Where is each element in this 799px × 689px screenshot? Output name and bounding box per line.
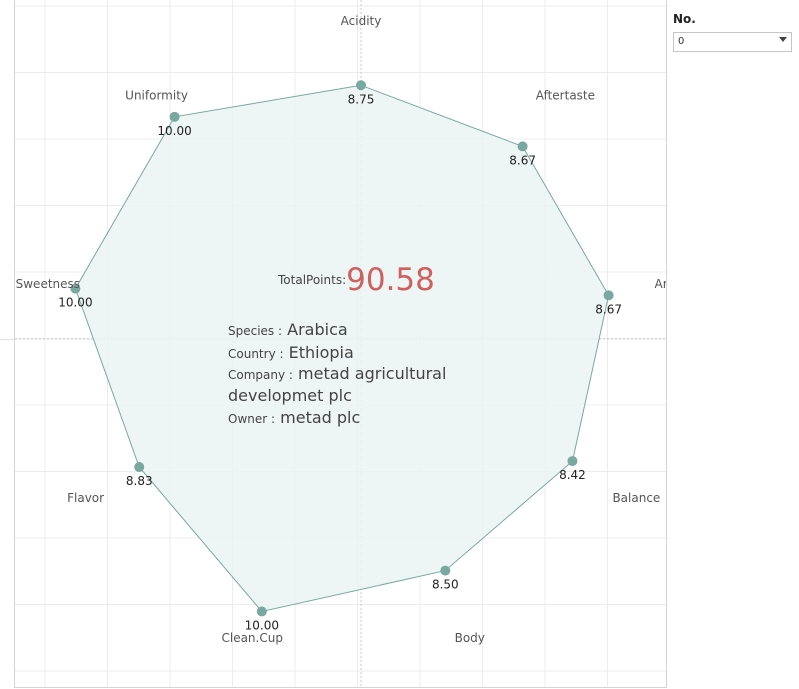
value-label-balance: 8.42 (559, 468, 586, 482)
data-point-sweetness (70, 283, 81, 294)
value-label-clean-cup: 10.00 (245, 619, 279, 633)
species-value: Arabica (287, 320, 348, 339)
filter-title: No. (673, 12, 696, 26)
axis-labels: Acidity Aftertaste Aroma Balance Body Clean.C… (16, 14, 666, 645)
value-label-aroma: 8.67 (595, 302, 622, 316)
series-area (74, 84, 610, 613)
axis-label-aftertaste: Aftertaste (536, 88, 595, 102)
data-point-body (440, 565, 451, 576)
value-label-sweetness: 10.00 (58, 296, 92, 310)
data-point-clean-cup (256, 606, 267, 617)
total-points-key: TotalPoints: (278, 273, 347, 287)
data-point-uniformity (169, 111, 180, 122)
chevron-down-icon[interactable] (779, 37, 787, 42)
axis-label-aroma: Aroma (655, 277, 666, 291)
data-point-acidity (356, 80, 366, 91)
axis-label-acidity: Acidity (341, 14, 382, 28)
owner-key: Owner : (228, 412, 276, 426)
company-row-cont: developmet plc (228, 385, 352, 407)
company-key: Company : (228, 368, 293, 382)
data-point-flavor (134, 462, 145, 473)
owner-row: Owner : metad plc (228, 407, 360, 430)
data-point-balance (567, 456, 578, 467)
company-row: Company : metad agricultural (228, 363, 446, 386)
total-points-value: 90.58 (346, 262, 435, 298)
owner-value: metad plc (280, 408, 361, 427)
series-points (70, 80, 614, 617)
radar-chart: 8.758.678.678.428.5010.008.8310.0010.00 … (15, 0, 666, 687)
chart-area: 8.75 8.67 8.67 8.42 8.50 10.00 8.83 10.00 10.00 … (14, 0, 667, 688)
axis-label-sweetness: Sweetness (16, 277, 80, 291)
value-label-acidity: 8.75 (348, 92, 375, 106)
left-tick (0, 339, 14, 340)
country-key: Country : (228, 347, 284, 361)
value-label-uniformity: 10.00 (157, 124, 191, 138)
company-value-line1: metad agricultural (298, 364, 447, 383)
value-label-body: 8.50 (432, 578, 459, 592)
number-dropdown[interactable]: 0 (673, 32, 792, 52)
total-points-row: TotalPoints:90.58 (278, 262, 435, 298)
company-value-line2: developmet plc (228, 386, 352, 405)
series-polygon (74, 84, 610, 613)
filter-panel: No. 0 (673, 12, 792, 52)
axis-label-flavor: Flavor (67, 491, 104, 505)
data-point-aroma (603, 290, 614, 301)
axis-label-balance: Balance (612, 491, 660, 505)
axis-label-body: Body (455, 631, 485, 645)
data-point-aftertaste (517, 141, 528, 152)
species-row: Species : Arabica (228, 319, 348, 342)
country-row: Country : Ethiopia (228, 342, 354, 365)
country-value: Ethiopia (288, 343, 354, 362)
axis-label-uniformity: Uniformity (125, 88, 188, 102)
axis-label-clean-cup: Clean.Cup (221, 631, 282, 645)
species-key: Species : (228, 324, 283, 338)
value-label-aftertaste: 8.67 (509, 153, 536, 167)
value-labels: 8.75 8.67 8.67 8.42 8.50 10.00 8.83 10.00 10.00 (58, 92, 622, 632)
value-label-flavor: 8.83 (126, 474, 153, 488)
dropdown-value: 0 (678, 36, 685, 47)
